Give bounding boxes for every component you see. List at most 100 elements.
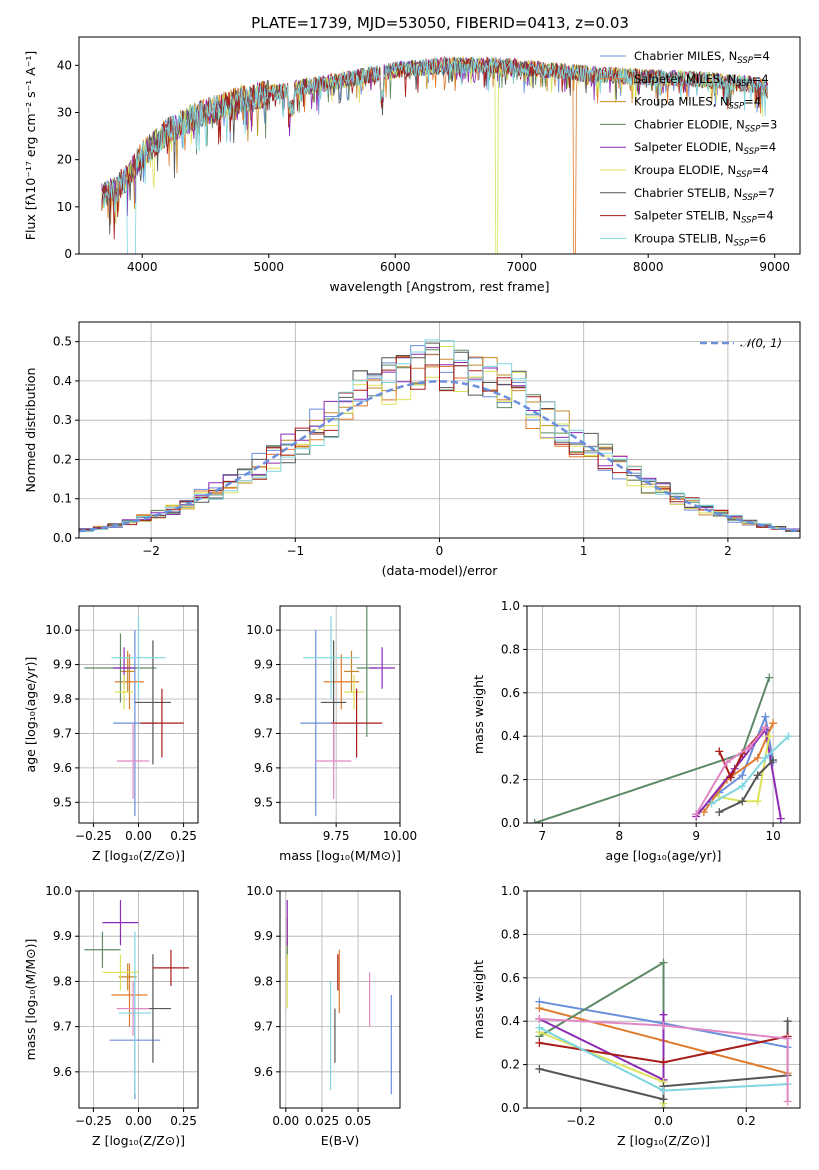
y-axis-label: Normed distribution <box>23 368 38 493</box>
y-tick-label: 9.9 <box>53 929 72 943</box>
weight-point-marker <box>659 1010 668 1019</box>
y-tick-label: 0.4 <box>53 374 72 388</box>
axes-frame <box>279 605 401 824</box>
plot-area <box>101 55 768 254</box>
y-tick-label: 0.6 <box>501 971 520 985</box>
x-tick-label: 8 <box>615 829 623 843</box>
weight-point-marker <box>761 753 770 762</box>
y-tick-label: 0.5 <box>53 335 72 349</box>
y-tick-label: 9.5 <box>53 795 72 809</box>
x-axis-label: mass [log₁₀(M/M⊙)] <box>279 848 401 863</box>
weight-point-marker <box>659 1021 668 1030</box>
y-axis-label: mass [log₁₀(M/M⊙)] <box>23 939 38 1061</box>
legend-label: Kroupa ELODIE, NSSP=4 <box>634 163 769 180</box>
axes-frame <box>279 890 401 1109</box>
x-tick-label: 0.25 <box>170 1114 197 1128</box>
plot-area <box>535 958 792 1108</box>
x-axis-label: E(B-V) <box>321 1133 360 1148</box>
weight-point-marker <box>530 819 539 823</box>
y-tick-label: 0.0 <box>53 531 72 545</box>
weight-point-marker <box>692 810 701 819</box>
y-axis-label: mass weight <box>471 675 486 754</box>
y-tick-label: 9.6 <box>53 761 72 775</box>
axes-frame <box>526 890 801 1109</box>
panel-age-vs-mass: 9.75 10.00 9.5 9.6 9.7 9.8 9.9 10.0 mass [log₁₀(… <box>246 605 417 863</box>
y-tick-label: 0.1 <box>53 492 72 506</box>
y-tick-label: 1.0 <box>501 884 520 898</box>
y-tick-label: 9.5 <box>254 795 273 809</box>
y-tick-label: 10.0 <box>45 884 72 898</box>
y-tick-label: 0.8 <box>501 642 520 656</box>
x-tick-label: 0.2 <box>737 1114 756 1128</box>
legend-label: Chabrier MILES, NSSP=4 <box>634 49 770 66</box>
y-tick-label: 9.8 <box>254 692 273 706</box>
legend-label: Kroupa MILES, NSSP=4 <box>634 95 761 112</box>
x-tick-label: −2 <box>142 544 160 558</box>
x-tick-label: 1 <box>580 544 588 558</box>
weight-series-line <box>695 726 767 815</box>
x-tick-label: 4000 <box>127 260 158 274</box>
plot-area <box>84 900 189 1099</box>
weight-point-marker <box>746 743 755 752</box>
x-tick-label: 5000 <box>253 260 284 274</box>
weight-point-marker <box>535 1004 544 1013</box>
y-tick-label: 0.2 <box>501 773 520 787</box>
x-tick-label: −0.25 <box>75 829 112 843</box>
x-tick-label: 9000 <box>759 260 790 274</box>
x-tick-label: 8000 <box>633 260 664 274</box>
weight-point-marker <box>707 799 716 808</box>
weight-point-marker <box>659 958 668 967</box>
weight-point-marker <box>738 797 747 806</box>
y-tick-label: 10.0 <box>45 623 72 637</box>
spectrum-series-line <box>101 56 768 210</box>
y-tick-label: 0.3 <box>53 413 72 427</box>
spectrum-series-line <box>101 56 768 235</box>
legend-label: Salpeter MILES, NSSP=4 <box>634 72 769 89</box>
y-tick-label: 0.0 <box>501 816 520 830</box>
y-tick-label: 30 <box>57 105 72 119</box>
y-tick-label: 0.4 <box>501 729 520 743</box>
y-tick-label: 10.0 <box>246 884 273 898</box>
weight-point-marker <box>783 1097 792 1106</box>
y-tick-label: 9.9 <box>53 658 72 672</box>
weight-point-marker <box>753 771 762 780</box>
plot-area <box>79 339 800 533</box>
weight-point-marker <box>659 1086 668 1095</box>
weight-point-marker <box>715 747 724 756</box>
x-axis-label: Z [log₁₀(Z/Z⊙)] <box>92 1133 185 1148</box>
weight-series-line <box>534 677 771 823</box>
weight-point-marker <box>753 753 762 762</box>
panel-weight-vs-age: 7 8 9 10 0.0 0.2 0.4 0.6 0.8 1.0 age [log₁₀(age/yr… <box>471 599 801 863</box>
y-tick-label: 0 <box>64 247 72 261</box>
y-tick-label: 9.8 <box>53 692 72 706</box>
x-axis-label: Z [log₁₀(Z/Z⊙)] <box>617 1133 710 1148</box>
weight-point-marker <box>769 756 778 765</box>
weight-point-marker <box>659 1095 668 1104</box>
x-axis-label: (data-model)/error <box>382 563 499 578</box>
x-tick-label: 7000 <box>506 260 537 274</box>
panel-mass-vs-ebv: 0.00 0.025 0.05 9.6 9.7 9.8 9.9 10.0 E(B-V) <box>246 884 401 1148</box>
weight-series-line <box>539 1031 665 1104</box>
x-axis-label: age [log₁₀(age/yr)] <box>606 848 722 863</box>
x-tick-label: 0 <box>436 544 444 558</box>
y-tick-label: 9.8 <box>53 974 72 988</box>
weight-series-line <box>711 735 790 805</box>
legend-label: Salpeter ELODIE, NSSP=4 <box>634 140 776 157</box>
plot-area <box>84 616 184 817</box>
weight-series-line <box>539 1018 789 1102</box>
x-tick-label: 9.75 <box>323 829 350 843</box>
x-tick-label: 10.00 <box>383 829 417 843</box>
weight-point-marker <box>765 673 774 682</box>
weight-point-marker <box>761 712 770 721</box>
weight-point-marker <box>784 732 793 741</box>
x-tick-label: 0.25 <box>170 829 197 843</box>
weight-point-marker <box>535 1038 544 1047</box>
normal-curve-line <box>79 380 800 533</box>
x-axis-label: wavelength [Angstrom, rest frame] <box>329 279 549 294</box>
y-axis-label: Flux [fλ10⁻¹⁷ erg cm⁻² s⁻¹ A⁻¹] <box>23 51 38 240</box>
x-tick-label: 7 <box>539 829 547 843</box>
x-tick-label: 0.00 <box>125 1114 152 1128</box>
panel-weight-vs-z: −0.2 0.0 0.2 0.0 0.2 0.4 0.6 0.8 1.0 Z [log₁₀(Z/Z… <box>471 884 801 1148</box>
x-tick-label: 9 <box>692 829 700 843</box>
spectrum-series-line <box>101 56 768 254</box>
